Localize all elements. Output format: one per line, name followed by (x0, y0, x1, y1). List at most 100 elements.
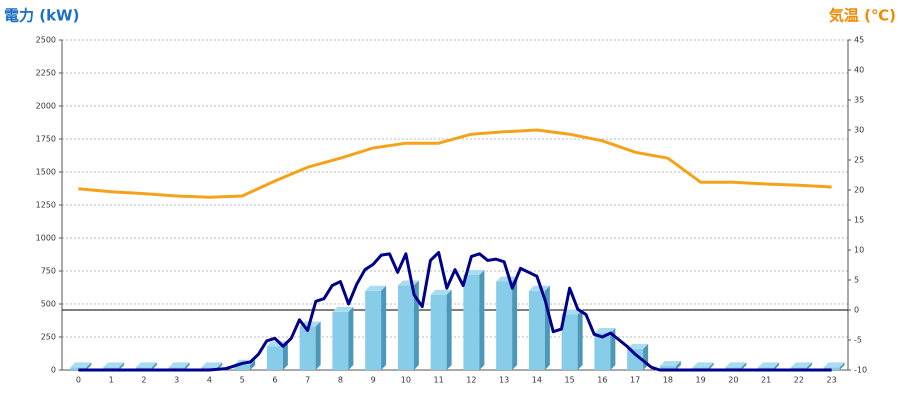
y2-tick-label: -5 (854, 336, 862, 345)
y-tick-label: 2250 (36, 69, 56, 78)
bar-front (70, 367, 87, 370)
bar-side (806, 362, 812, 370)
bar-side (479, 269, 485, 370)
x-tick-label: 0 (76, 376, 81, 385)
y-tick-label: 750 (41, 267, 56, 276)
bar-side (151, 362, 157, 370)
bar-top (725, 362, 747, 368)
bar-top (135, 362, 157, 368)
bar-side (446, 289, 452, 370)
bar (397, 280, 419, 370)
bar-side (282, 341, 288, 370)
bar-front (299, 326, 316, 370)
bar-side (512, 276, 518, 370)
bar-front (627, 348, 644, 370)
bar-side (348, 306, 354, 370)
x-tick-label: 20 (728, 376, 738, 385)
bar (594, 328, 616, 370)
y-tick-label: 250 (41, 333, 56, 342)
y-tick-label: 2500 (36, 36, 56, 45)
y2-tick-label: 20 (854, 186, 864, 195)
bar-front (528, 290, 545, 370)
bar (299, 321, 321, 370)
x-tick-label: 9 (371, 376, 376, 385)
bar (659, 361, 681, 370)
bar-side (774, 362, 780, 370)
x-tick-label: 18 (663, 376, 673, 385)
bar-side (86, 362, 92, 370)
y2-tick-label: -10 (854, 366, 867, 375)
bar (496, 276, 518, 370)
y2-tick-label: 30 (854, 126, 864, 135)
bar-side (250, 359, 256, 370)
x-tick-label: 15 (565, 376, 575, 385)
x-tick-label: 5 (240, 376, 245, 385)
x-tick-label: 23 (827, 376, 837, 385)
y2-tick-label: 45 (854, 36, 864, 45)
bar (332, 306, 354, 370)
bar-front (594, 333, 611, 370)
bar-top (823, 362, 845, 368)
bar-front (561, 314, 578, 370)
bar-front (234, 364, 251, 370)
y-axis-title: 電力 (kW) (4, 7, 79, 25)
bar-top (496, 276, 518, 282)
y2-tick-label: 15 (854, 216, 864, 225)
bar-top (365, 285, 387, 291)
bar-side (610, 328, 616, 370)
bar-side (413, 280, 419, 370)
x-tick-label: 16 (597, 376, 607, 385)
bar-top (692, 362, 714, 368)
y2-tick-label: 40 (854, 66, 864, 75)
x-tick-label: 19 (696, 376, 706, 385)
bar-front (266, 346, 283, 370)
y2-tick-label: 5 (854, 276, 859, 285)
bar (528, 285, 550, 370)
bar-side (741, 362, 747, 370)
line (78, 128, 832, 199)
y-tick-label: 1750 (36, 135, 56, 144)
bar-front (463, 274, 480, 370)
y-tick-label: 1250 (36, 201, 56, 210)
bar (70, 362, 92, 370)
bar-top (627, 343, 649, 349)
bar-top (430, 289, 452, 295)
y2-axis-title: 気温 (℃) (829, 7, 896, 25)
bar-top (758, 362, 780, 368)
bar-side (315, 321, 321, 370)
bar (463, 269, 485, 370)
y-tick-label: 1000 (36, 234, 56, 243)
bar-front (397, 285, 414, 370)
x-tick-label: 12 (466, 376, 476, 385)
y-tick-label: 500 (41, 300, 56, 309)
bar-side (381, 285, 387, 370)
bar-side (708, 362, 714, 370)
x-tick-label: 2 (141, 376, 146, 385)
bar-top (659, 361, 681, 367)
y2-tick-label: 35 (854, 96, 864, 105)
x-tick-label: 6 (272, 376, 277, 385)
bar (365, 285, 387, 370)
bar-top (397, 280, 419, 286)
bar-side (184, 362, 190, 370)
x-tick-label: 10 (401, 376, 411, 385)
bar-front (430, 294, 447, 370)
bar-top (103, 362, 125, 368)
bar-side (577, 309, 583, 370)
x-tick-label: 8 (338, 376, 343, 385)
bar (561, 309, 583, 370)
bar-front (496, 281, 513, 370)
bar-side (675, 361, 681, 370)
x-tick-label: 11 (434, 376, 444, 385)
bar-front (365, 290, 382, 370)
x-tick-label: 14 (532, 376, 542, 385)
x-tick-label: 13 (499, 376, 509, 385)
bar-top (201, 362, 223, 368)
bar-top (790, 362, 812, 368)
x-tick-label: 7 (305, 376, 310, 385)
x-tick-label: 3 (174, 376, 179, 385)
y-tick-label: 2000 (36, 102, 56, 111)
y2-tick-label: 10 (854, 246, 864, 255)
x-tick-label: 22 (794, 376, 804, 385)
